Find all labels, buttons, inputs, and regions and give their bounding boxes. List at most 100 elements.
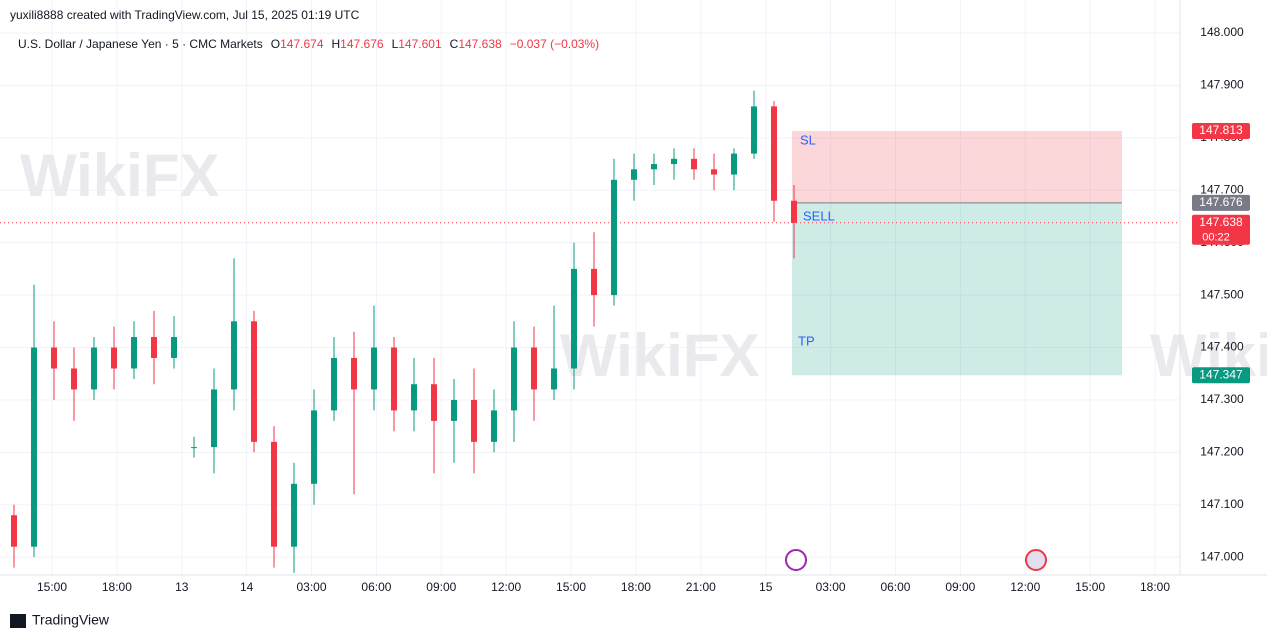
watermark: WikiFX bbox=[20, 142, 219, 209]
candle-body bbox=[691, 158, 697, 170]
candle-body bbox=[311, 410, 317, 484]
candle-body bbox=[711, 169, 717, 175]
y-tick-label: 148.000 bbox=[1200, 25, 1244, 39]
price-badge-label: 147.638 bbox=[1199, 215, 1243, 229]
candle-body bbox=[271, 441, 277, 547]
price-badge-label: 147.676 bbox=[1199, 195, 1243, 209]
x-tick-label: 12:00 bbox=[1010, 580, 1040, 594]
ohlc-value: 147.638 bbox=[458, 37, 502, 51]
candle-body bbox=[231, 321, 237, 390]
x-tick-label: 15:00 bbox=[1075, 580, 1105, 594]
y-tick-label: 147.200 bbox=[1200, 445, 1244, 459]
x-tick-label: 18:00 bbox=[1140, 580, 1170, 594]
x-tick-label: 12:00 bbox=[491, 580, 521, 594]
candle-body bbox=[671, 158, 677, 165]
candle-body bbox=[731, 153, 737, 175]
x-tick-label: 18:00 bbox=[102, 580, 132, 594]
price-badge bbox=[1192, 367, 1250, 384]
x-tick-label: 09:00 bbox=[426, 580, 456, 594]
candle-body bbox=[431, 384, 437, 421]
x-tick-label: 06:00 bbox=[361, 580, 391, 594]
ohlc-label: H bbox=[332, 37, 341, 51]
x-tick-label: 06:00 bbox=[880, 580, 910, 594]
price-badge-label: 147.347 bbox=[1199, 367, 1243, 381]
candle-body bbox=[651, 164, 657, 170]
candle-body bbox=[591, 268, 597, 296]
x-tick-label: 13 bbox=[175, 580, 189, 594]
ohlc-value: 147.674 bbox=[280, 37, 324, 51]
countdown: 00:22 bbox=[1202, 232, 1230, 244]
event-icon[interactable] bbox=[1025, 549, 1047, 571]
stop-label: SL bbox=[800, 132, 816, 147]
candle-body bbox=[791, 200, 797, 223]
credit: yuxili8888 created with TradingView.com,… bbox=[10, 8, 360, 22]
ohlc-label: O bbox=[271, 37, 280, 51]
y-tick-label: 147.700 bbox=[1200, 182, 1244, 196]
price-badge bbox=[1192, 214, 1250, 245]
candle-body bbox=[291, 483, 297, 547]
y-tick-label: 147.000 bbox=[1200, 549, 1244, 563]
candle-body bbox=[551, 368, 557, 390]
ohlc-label: C bbox=[450, 37, 459, 51]
candle-body bbox=[11, 515, 17, 547]
x-tick-label: 03:00 bbox=[816, 580, 846, 594]
plot: SL SELL TP bbox=[0, 90, 1180, 573]
y-tick-label: 147.400 bbox=[1200, 340, 1244, 354]
candle-body bbox=[51, 347, 57, 369]
candle-body bbox=[211, 389, 217, 448]
candle-body bbox=[111, 347, 117, 369]
side-label: SELL bbox=[803, 208, 835, 223]
candle-body bbox=[471, 399, 477, 442]
x-tick-label: 15:00 bbox=[556, 580, 586, 594]
x-tick-label: 18:00 bbox=[621, 580, 651, 594]
candle-body bbox=[511, 347, 517, 411]
y-tick-label: 147.900 bbox=[1200, 78, 1244, 92]
logo bbox=[10, 614, 26, 628]
ohlc-value: 147.676 bbox=[340, 37, 384, 51]
x-tick-label: 09:00 bbox=[945, 580, 975, 594]
candle-body bbox=[451, 399, 457, 421]
candle-body bbox=[491, 410, 497, 442]
candle-body bbox=[31, 347, 37, 547]
candle-body bbox=[371, 347, 377, 390]
y-tick-label: 147.300 bbox=[1200, 392, 1244, 406]
candle-body bbox=[191, 447, 197, 449]
legend: U.S. Dollar / Japanese Yen · 5 · CMC Mar… bbox=[18, 37, 599, 51]
x-tick-label: 14 bbox=[240, 580, 254, 594]
x-tick-label: 03:00 bbox=[297, 580, 327, 594]
grid bbox=[0, 0, 1180, 575]
candle-body bbox=[351, 357, 357, 390]
symbol-title: U.S. Dollar / Japanese Yen · 5 · CMC Mar… bbox=[18, 37, 263, 51]
x-tick-label: 15 bbox=[759, 580, 773, 594]
candle-body bbox=[571, 268, 577, 369]
brand: TradingView bbox=[32, 612, 110, 628]
price-badge bbox=[1192, 194, 1250, 211]
candle-body bbox=[171, 337, 177, 358]
candle-body bbox=[531, 347, 537, 390]
y-tick-label: 147.100 bbox=[1200, 497, 1244, 511]
price-badge bbox=[1192, 123, 1250, 140]
y-tick-label: 147.500 bbox=[1200, 287, 1244, 301]
candle-body bbox=[71, 368, 77, 390]
ohlc-change: −0.037 (−0.03%) bbox=[510, 37, 599, 51]
candle-body bbox=[751, 106, 757, 154]
event-icon[interactable] bbox=[785, 549, 807, 571]
stop-zone bbox=[792, 131, 1122, 203]
candle-body bbox=[771, 106, 777, 201]
candle-body bbox=[391, 347, 397, 411]
candle-body bbox=[131, 337, 137, 369]
price-badge-label: 147.813 bbox=[1199, 123, 1243, 137]
candle-body bbox=[631, 169, 637, 180]
ohlc-value: 147.601 bbox=[398, 37, 442, 51]
target-label: TP bbox=[798, 334, 815, 349]
candle-body bbox=[151, 337, 157, 358]
candle-body bbox=[91, 347, 97, 390]
candle-body bbox=[251, 321, 257, 442]
candle-body bbox=[611, 179, 617, 296]
x-tick-label: 21:00 bbox=[686, 580, 716, 594]
ohlc-label: L bbox=[392, 37, 399, 51]
target-zone bbox=[792, 202, 1122, 376]
